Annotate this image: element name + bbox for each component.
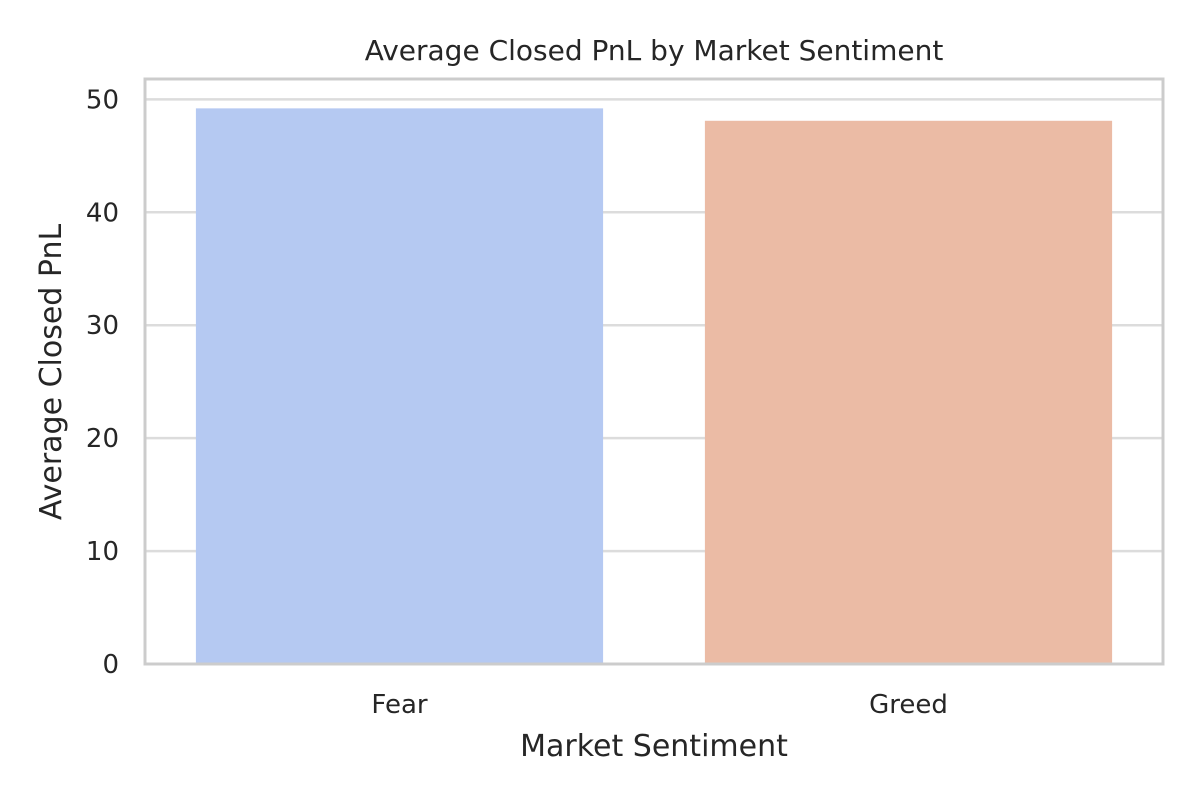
bar-fear (195, 108, 604, 665)
y-axis-title: Average Closed PnL (34, 224, 69, 521)
x-tick-label-fear: Fear (371, 690, 427, 720)
bars (195, 108, 1113, 665)
chart-title: Average Closed PnL by Market Sentiment (365, 34, 944, 67)
y-tick-label: 10 (86, 537, 119, 567)
y-tick-label: 50 (86, 85, 119, 115)
y-tick-label: 30 (86, 311, 119, 341)
x-tick-labels: Fear Greed (371, 690, 947, 720)
x-tick-label-greed: Greed (869, 690, 948, 720)
plot-frame (143, 77, 1165, 666)
y-tick-label: 40 (86, 198, 119, 228)
y-tick-label: 0 (102, 650, 119, 680)
y-tick-labels: 0 10 20 30 40 50 (86, 85, 119, 680)
bar-greed (704, 120, 1113, 665)
x-axis-title: Market Sentiment (520, 729, 788, 764)
y-tick-label: 20 (86, 424, 119, 454)
